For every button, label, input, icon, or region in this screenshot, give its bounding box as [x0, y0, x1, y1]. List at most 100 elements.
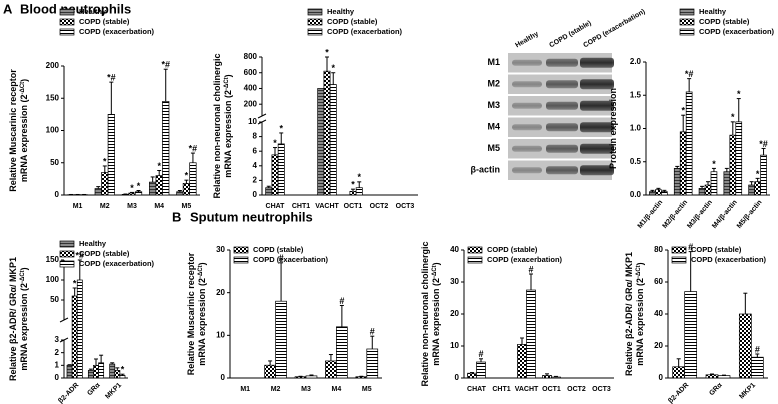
bar — [114, 370, 121, 379]
y-axis-label-line: mRNA expression (2 — [223, 90, 233, 178]
x-tick-label: CHT1 — [292, 203, 310, 210]
blot-row-label: M4 — [487, 122, 500, 132]
bar — [162, 101, 170, 196]
y-tick-label: 80 — [654, 245, 663, 254]
y-tick-label: 600 — [244, 68, 258, 77]
blot-band — [512, 167, 542, 174]
legend-label: COPD (stable) — [487, 245, 538, 254]
bar — [735, 121, 743, 196]
significance: # — [688, 242, 693, 252]
y-axis-label-close: ) — [223, 74, 233, 77]
significance: # — [370, 327, 375, 337]
x-tick-label: VACHT — [315, 203, 339, 210]
bar — [66, 364, 73, 379]
legend-label: COPD (stable) — [699, 17, 750, 26]
bar — [526, 289, 536, 379]
axis-break — [59, 317, 69, 323]
x-tick-label: M5 — [362, 386, 372, 393]
x-tick-label: M1 — [73, 203, 83, 210]
y-axis-label: Relative non-neuronal cholinergic — [420, 241, 430, 386]
blot-band — [512, 59, 542, 66]
y-axis-label: Relative non-neuronal cholinergic — [212, 53, 222, 198]
bar — [366, 348, 379, 379]
bar — [336, 326, 348, 379]
blot-band — [546, 123, 578, 132]
bar — [128, 192, 136, 196]
bar — [476, 361, 486, 379]
bar — [748, 184, 755, 196]
blot-row-label: M3 — [487, 100, 500, 110]
bar — [738, 313, 752, 379]
bar — [317, 88, 325, 196]
y-tick-label: 0.5 — [630, 157, 642, 166]
bar — [265, 187, 273, 196]
blot-row-label: β-actin — [471, 165, 501, 175]
bar — [705, 374, 719, 379]
blot-band — [512, 102, 542, 109]
legend-swatch — [307, 28, 323, 36]
x-tick-label: M1/β-actin — [637, 199, 665, 230]
axis-break — [257, 119, 267, 125]
section-letter: B — [172, 209, 181, 224]
bar — [101, 172, 109, 196]
bar — [155, 175, 163, 196]
bar — [717, 375, 731, 379]
bar — [551, 376, 561, 379]
bar — [517, 344, 527, 379]
blot-row-label: M5 — [487, 143, 500, 153]
bar — [271, 154, 279, 196]
y-axis-label-line: Relative β2-ADR/ GRα/ MKP1 — [8, 257, 18, 381]
y-tick-label: 10 — [248, 117, 257, 126]
bar — [71, 295, 78, 379]
legend-label: COPD (stable) — [79, 17, 130, 26]
y-tick-label: 0 — [659, 373, 664, 382]
bar — [323, 70, 331, 196]
bar — [542, 375, 552, 379]
bar — [754, 181, 761, 196]
bar — [149, 181, 157, 196]
y-axis-label: Relative β2-ADR/ GRα/ MKP1 — [624, 252, 634, 376]
significance: * — [357, 172, 361, 182]
legend-label: COPD (exacerbation) — [327, 27, 403, 36]
legend-label: Healthy — [327, 7, 355, 16]
bar — [673, 168, 681, 196]
y-axis-label-close: ) — [635, 262, 645, 265]
bar — [672, 366, 686, 379]
x-tick-label: OCT2 — [567, 386, 586, 393]
y-tick-label: 4 — [253, 161, 258, 170]
y-axis-label-line: Relative Muscarinic receptor — [186, 252, 196, 375]
y-tick-label: 2 — [253, 176, 258, 185]
bar — [98, 362, 105, 379]
section-letter: A — [3, 1, 13, 16]
blot-band — [580, 165, 614, 176]
x-tick-label: M1 — [240, 386, 250, 393]
y-axis-label-sup: -ΔCt — [224, 77, 230, 90]
y-axis-label: Relative Muscarinic receptor — [8, 69, 18, 192]
legend-swatch — [59, 18, 75, 26]
bar — [94, 188, 102, 196]
significance: *# — [76, 250, 85, 260]
y-tick-label: 1 — [55, 360, 60, 369]
blot-band — [580, 100, 614, 111]
y-axis-label: mRNA expression (2-ΔCt) — [223, 74, 233, 177]
legend-swatch — [59, 240, 75, 248]
legend-swatch — [679, 18, 695, 26]
significance: # — [279, 253, 284, 263]
y-tick-label: 200 — [46, 61, 60, 70]
x-tick-label: MKP1 — [738, 382, 757, 401]
bar — [329, 84, 337, 196]
y-tick-label: 0 — [55, 190, 60, 199]
significance: * — [681, 106, 685, 116]
y-tick-label: 1.0 — [630, 124, 642, 133]
y-axis-label-line: Relative non-neuronal cholinergic — [212, 53, 222, 198]
significance: * — [331, 63, 335, 73]
y-tick-label: 10 — [450, 341, 459, 350]
significance: * — [185, 171, 189, 181]
x-tick-label: β2-ADR — [57, 382, 80, 404]
significance: *# — [161, 60, 170, 70]
bar — [182, 183, 191, 196]
y-axis-label: mRNA expression (2-ΔCt) — [635, 262, 645, 365]
bar — [277, 143, 285, 196]
legend-swatch — [59, 260, 75, 268]
y-axis-label: mRNA expression (2-ΔCt) — [19, 267, 29, 370]
